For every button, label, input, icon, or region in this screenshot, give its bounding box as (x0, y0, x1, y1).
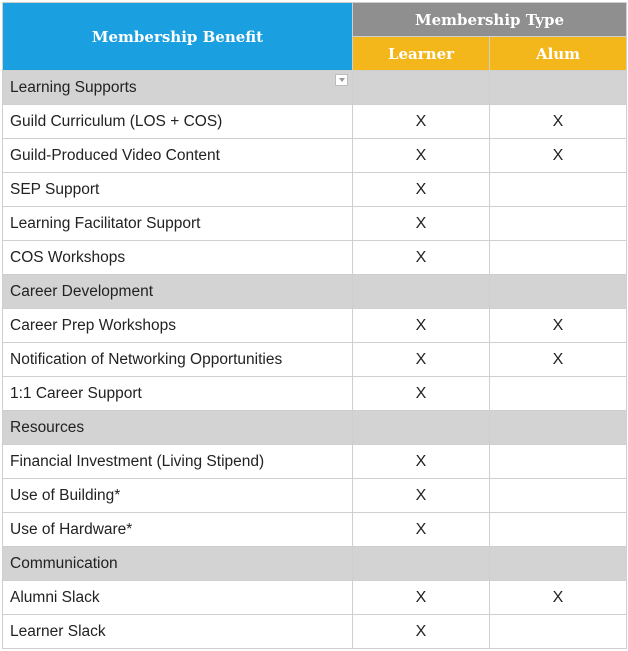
section-title: Learning Supports (10, 78, 137, 96)
table-row: Learning Facilitator Support X (2, 206, 628, 241)
benefit-cell: COS Workshops (2, 240, 353, 275)
table-row: SEP Support X (2, 172, 628, 207)
section-title-wrap: Communication (10, 555, 352, 573)
section-title: Resources (10, 418, 85, 436)
benefit-cell: Learner Slack (2, 614, 353, 649)
alum-mark-cell (488, 614, 628, 649)
section-learner-cell (352, 274, 490, 309)
section-learner-cell (352, 410, 490, 445)
alum-mark-cell (488, 172, 628, 207)
section-learner-cell (352, 70, 490, 105)
membership-type-header: Membership Type (351, 2, 628, 37)
learner-mark-cell: X (352, 614, 490, 649)
section-alum-cell (488, 546, 628, 581)
learner-mark-cell: X (352, 512, 490, 547)
learner-mark-cell: X (352, 104, 490, 139)
learner-mark-cell: X (352, 206, 490, 241)
section-title-wrap: Learning Supports (10, 79, 352, 97)
alum-mark-cell: X (488, 342, 628, 377)
section-title-cell: Communication (2, 546, 353, 581)
table-row: 1:1 Career Support X (2, 376, 628, 411)
table-row: Alumni Slack X X (2, 580, 628, 615)
learner-mark-cell: X (352, 172, 490, 207)
benefit-cell: Career Prep Workshops (2, 308, 353, 343)
section-title-wrap: Career Development (10, 283, 352, 301)
learner-mark-cell: X (352, 376, 490, 411)
section-title: Career Development (10, 282, 154, 300)
learner-mark-cell: X (352, 342, 490, 377)
filter-dropdown-icon[interactable] (335, 74, 348, 86)
alum-mark-cell: X (488, 580, 628, 615)
learner-mark-cell: X (352, 240, 490, 275)
benefit-cell: Use of Hardware* (2, 512, 353, 547)
section-alum-cell (488, 410, 628, 445)
benefit-cell: Notification of Networking Opportunities (2, 342, 353, 377)
table-row: Guild Curriculum (LOS + COS) X X (2, 104, 628, 139)
alum-mark-cell (488, 240, 628, 275)
section-row: Resources (2, 410, 628, 445)
table-row: Use of Hardware* X (2, 512, 628, 547)
alum-mark-cell (488, 206, 628, 241)
table-row: Career Prep Workshops X X (2, 308, 628, 343)
alum-mark-cell (488, 512, 628, 547)
section-title: Communication (10, 554, 118, 572)
benefit-cell: Alumni Slack (2, 580, 353, 615)
table-row: Guild-Produced Video Content X X (2, 138, 628, 173)
alum-mark-cell (488, 376, 628, 411)
alum-column-header: Alum (488, 36, 628, 71)
alum-mark-cell: X (488, 104, 628, 139)
section-title-cell: Resources (2, 410, 353, 445)
learner-mark-cell: X (352, 138, 490, 173)
section-title-cell: Career Development (2, 274, 353, 309)
section-row: Learning Supports (2, 70, 628, 105)
learner-mark-cell: X (352, 444, 490, 479)
benefit-cell: Learning Facilitator Support (2, 206, 353, 241)
section-alum-cell (488, 70, 628, 105)
section-learner-cell (352, 546, 490, 581)
benefit-cell: 1:1 Career Support (2, 376, 353, 411)
alum-mark-cell: X (488, 138, 628, 173)
learner-mark-cell: X (352, 308, 490, 343)
learner-mark-cell: X (352, 478, 490, 513)
alum-mark-cell (488, 478, 628, 513)
benefit-cell: Financial Investment (Living Stipend) (2, 444, 353, 479)
table-row: Financial Investment (Living Stipend) X (2, 444, 628, 479)
membership-benefit-header: Membership Benefit (2, 2, 353, 71)
table-body: Learning Supports Guild Curriculum (LOS +… (2, 70, 628, 649)
table-row: Notification of Networking Opportunities… (2, 342, 628, 377)
alum-mark-cell (488, 444, 628, 479)
section-row: Communication (2, 546, 628, 581)
benefit-cell: Guild Curriculum (LOS + COS) (2, 104, 353, 139)
table-row: Learner Slack X (2, 614, 628, 649)
section-alum-cell (488, 274, 628, 309)
section-title-wrap: Resources (10, 419, 352, 437)
benefit-cell: Use of Building* (2, 478, 353, 513)
benefit-cell: SEP Support (2, 172, 353, 207)
alum-mark-cell: X (488, 308, 628, 343)
table-row: COS Workshops X (2, 240, 628, 275)
section-row: Career Development (2, 274, 628, 309)
learner-column-header: Learner (352, 36, 490, 71)
section-title-cell: Learning Supports (2, 70, 353, 105)
benefit-cell: Guild-Produced Video Content (2, 138, 353, 173)
learner-mark-cell: X (352, 580, 490, 615)
table-row: Use of Building* X (2, 478, 628, 513)
